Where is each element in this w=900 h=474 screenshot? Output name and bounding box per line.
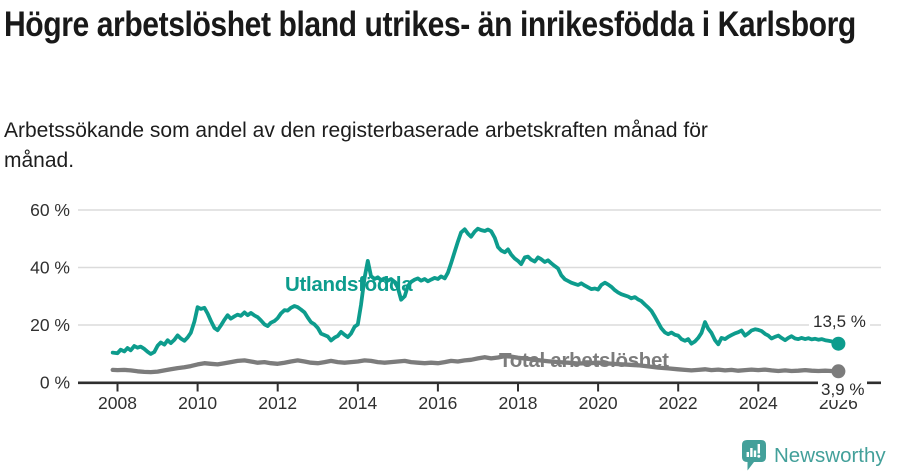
series-label-total-arbetsloshet: Total arbetslöshet: [499, 349, 669, 372]
y-axis-label: 40 %: [30, 258, 70, 278]
x-axis-label: 2010: [178, 393, 217, 413]
y-axis-label: 20 %: [30, 315, 70, 335]
chart-subtitle: Arbetssökande som andel av den registerb…: [4, 119, 708, 172]
end-value-label-total: 3,9 %: [818, 380, 868, 400]
x-axis-label: 2016: [418, 393, 457, 413]
brand-name: Newsworthy: [774, 444, 886, 467]
y-axis-label: 60 %: [30, 200, 70, 220]
end-value-label-utlandsfodda: 13,5 %: [809, 312, 870, 332]
x-axis-label: 2020: [579, 393, 618, 413]
newsworthy-logo-icon: [742, 440, 766, 471]
chart-title: Högre arbetslöshet bland utrikes- än inr…: [4, 5, 856, 44]
series-label-utlandsfodda: Utlandsfödda: [285, 273, 413, 296]
series-line-0: [110, 226, 841, 356]
x-axis-label: 2022: [659, 393, 698, 413]
x-axis-label: 2008: [98, 393, 137, 413]
end-dot-1: [831, 364, 846, 379]
x-axis-label: 2024: [739, 393, 778, 413]
series-line-1: [110, 353, 841, 375]
x-axis-label: 2012: [258, 393, 297, 413]
brand-footer: Newsworthy: [742, 440, 886, 471]
end-dot-0: [831, 336, 846, 351]
x-axis-label: 2014: [338, 393, 377, 413]
y-axis-label: 0 %: [40, 373, 70, 393]
x-axis-label: 2018: [499, 393, 538, 413]
